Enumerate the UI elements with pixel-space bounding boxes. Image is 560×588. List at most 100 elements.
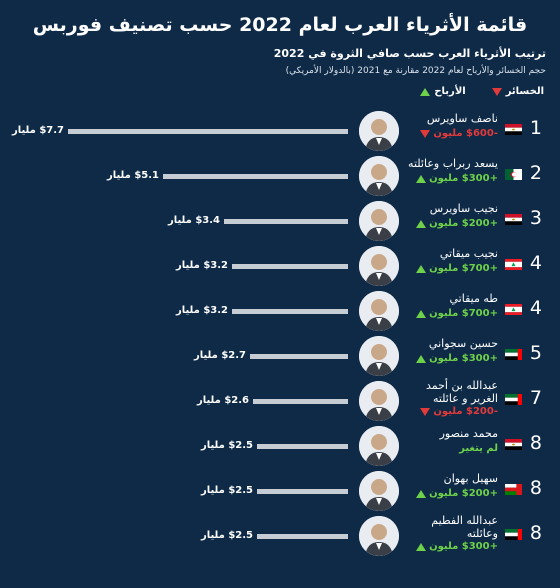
page-title: قائمة الأثرياء العرب لعام 2022 حسب تصنيف… [32, 14, 528, 36]
change-value: -$200 مليون [433, 406, 498, 417]
bar-row: 8 محمد منصور لم يتغير $2.5 مليار [0, 424, 560, 468]
down-triangle-icon [420, 407, 431, 416]
person-name: محمد منصور [439, 427, 498, 440]
change-label: +$300 مليون [416, 353, 498, 364]
egypt-flag-icon [505, 124, 522, 135]
person-avatar [359, 381, 399, 421]
bar-row: 4 طه ميقاتي +$700 مليون $3.2 مليار [0, 289, 560, 333]
change-label: +$300 مليون [416, 173, 498, 184]
legend-gains: الأرباح [420, 86, 466, 97]
person-name: عبدالله بن أحمد الغرير و عائلته [425, 379, 498, 405]
person-avatar [359, 156, 399, 196]
uae-flag-icon [505, 349, 522, 360]
change-label: +$700 مليون [416, 308, 498, 319]
person-name: نجيب ميقاتي [439, 247, 498, 260]
egypt-flag-icon [505, 214, 522, 225]
bar-value-label: $3.2 مليار [175, 260, 228, 271]
bar [68, 129, 348, 134]
chart-subtitle: ترتيب الأثرياء العرب حسب صافي الثروة في … [273, 47, 546, 60]
person-avatar [359, 246, 399, 286]
rank-label: 4 [529, 297, 542, 319]
rank-label: 2 [529, 162, 542, 184]
bar-value-label: $2.5 مليار [200, 440, 253, 451]
bar-row: 4 نجيب ميقاتي +$700 مليون $3.2 مليار [0, 244, 560, 288]
lebanon-flag-icon [505, 304, 522, 315]
legend-gains-label: الأرباح [434, 86, 466, 97]
change-label: -$600 مليون [420, 128, 498, 139]
change-value: +$300 مليون [429, 353, 498, 364]
bar [253, 399, 348, 404]
person-name: حسين سجواني [428, 337, 498, 350]
rank-label: 8 [529, 432, 542, 454]
bar-value-label: $7.7 مليار [11, 125, 64, 136]
down-triangle-icon [420, 129, 431, 138]
bar [232, 309, 348, 314]
bar-row: 1 ناصف ساويرس -$600 مليون $7.7 مليار [0, 109, 560, 153]
rank-label: 8 [529, 477, 542, 499]
change-value: -$600 مليون [433, 128, 498, 139]
up-triangle-icon [416, 542, 427, 551]
person-name: عبدالله الفطيم وعائلته [431, 514, 498, 540]
person-avatar [359, 336, 399, 376]
up-triangle-icon [416, 309, 427, 318]
bar-value-label: $2.5 مليار [200, 485, 253, 496]
person-avatar [359, 201, 399, 241]
bar-row: 3 نجيب ساويرس +$200 مليون $3.4 مليار [0, 199, 560, 243]
oman-flag-icon [505, 484, 522, 495]
change-value: +$300 مليون [429, 541, 498, 552]
change-label: لم يتغير [459, 443, 498, 454]
up-triangle-icon [416, 354, 427, 363]
bar [250, 354, 348, 359]
person-avatar [359, 111, 399, 151]
bar [257, 534, 348, 539]
uae-flag-icon [505, 529, 522, 540]
change-label: +$300 مليون [416, 541, 498, 552]
change-label: +$200 مليون [416, 218, 498, 229]
uae-flag-icon [505, 394, 522, 405]
legend-losses: الخسائر [491, 86, 544, 97]
bar [224, 219, 348, 224]
bar-value-label: $3.4 مليار [167, 215, 220, 226]
bar-value-label: $5.1 مليار [106, 170, 159, 181]
bar-value-label: $2.7 مليار [193, 350, 246, 361]
rank-label: 5 [529, 342, 542, 364]
bar [232, 264, 348, 269]
lebanon-flag-icon [505, 259, 522, 270]
bar [257, 444, 348, 449]
bar [163, 174, 348, 179]
rank-label: 1 [529, 117, 542, 139]
up-triangle-icon [416, 219, 427, 228]
change-value: +$300 مليون [429, 173, 498, 184]
algeria-flag-icon [505, 169, 522, 180]
down-triangle-icon [491, 87, 502, 96]
person-name: يسعد ربراب وعائلته [408, 157, 498, 170]
change-value: +$200 مليون [429, 218, 498, 229]
bar [257, 489, 348, 494]
rank-label: 4 [529, 252, 542, 274]
legend-losses-label: الخسائر [505, 86, 544, 97]
bar-row: 5 حسين سجواني +$300 مليون $2.7 مليار [0, 334, 560, 378]
legend: الخسائر الأرباح [420, 86, 544, 97]
bar-row: 7 عبدالله بن أحمد الغرير و عائلته -$200 مل… [0, 379, 560, 423]
bar-value-label: $3.2 مليار [175, 305, 228, 316]
rank-label: 7 [529, 387, 542, 409]
change-label: +$200 مليون [416, 488, 498, 499]
change-label: +$700 مليون [416, 263, 498, 274]
person-name: ناصف ساويرس [426, 112, 498, 125]
up-triangle-icon [416, 264, 427, 273]
up-triangle-icon [416, 489, 427, 498]
bar-row: 8 سهيل بهوان +$200 مليون $2.5 مليار [0, 469, 560, 513]
person-avatar [359, 291, 399, 331]
rank-label: 8 [529, 522, 542, 544]
egypt-flag-icon [505, 439, 522, 450]
change-value: +$700 مليون [429, 263, 498, 274]
bar-value-label: $2.5 مليار [200, 530, 253, 541]
up-triangle-icon [420, 87, 431, 96]
change-label: -$200 مليون [420, 406, 498, 417]
person-name: سهيل بهوان [443, 472, 498, 485]
person-name: نجيب ساويرس [429, 202, 498, 215]
bar-value-label: $2.6 مليار [196, 395, 249, 406]
chart-note: حجم الخسائر والأرباح لعام 2022 مقارنة مع… [285, 66, 546, 76]
bar-row: 8 عبدالله الفطيم وعائلته +$300 مليون $2.5 م… [0, 514, 560, 558]
person-name: طه ميقاتي [449, 292, 498, 305]
